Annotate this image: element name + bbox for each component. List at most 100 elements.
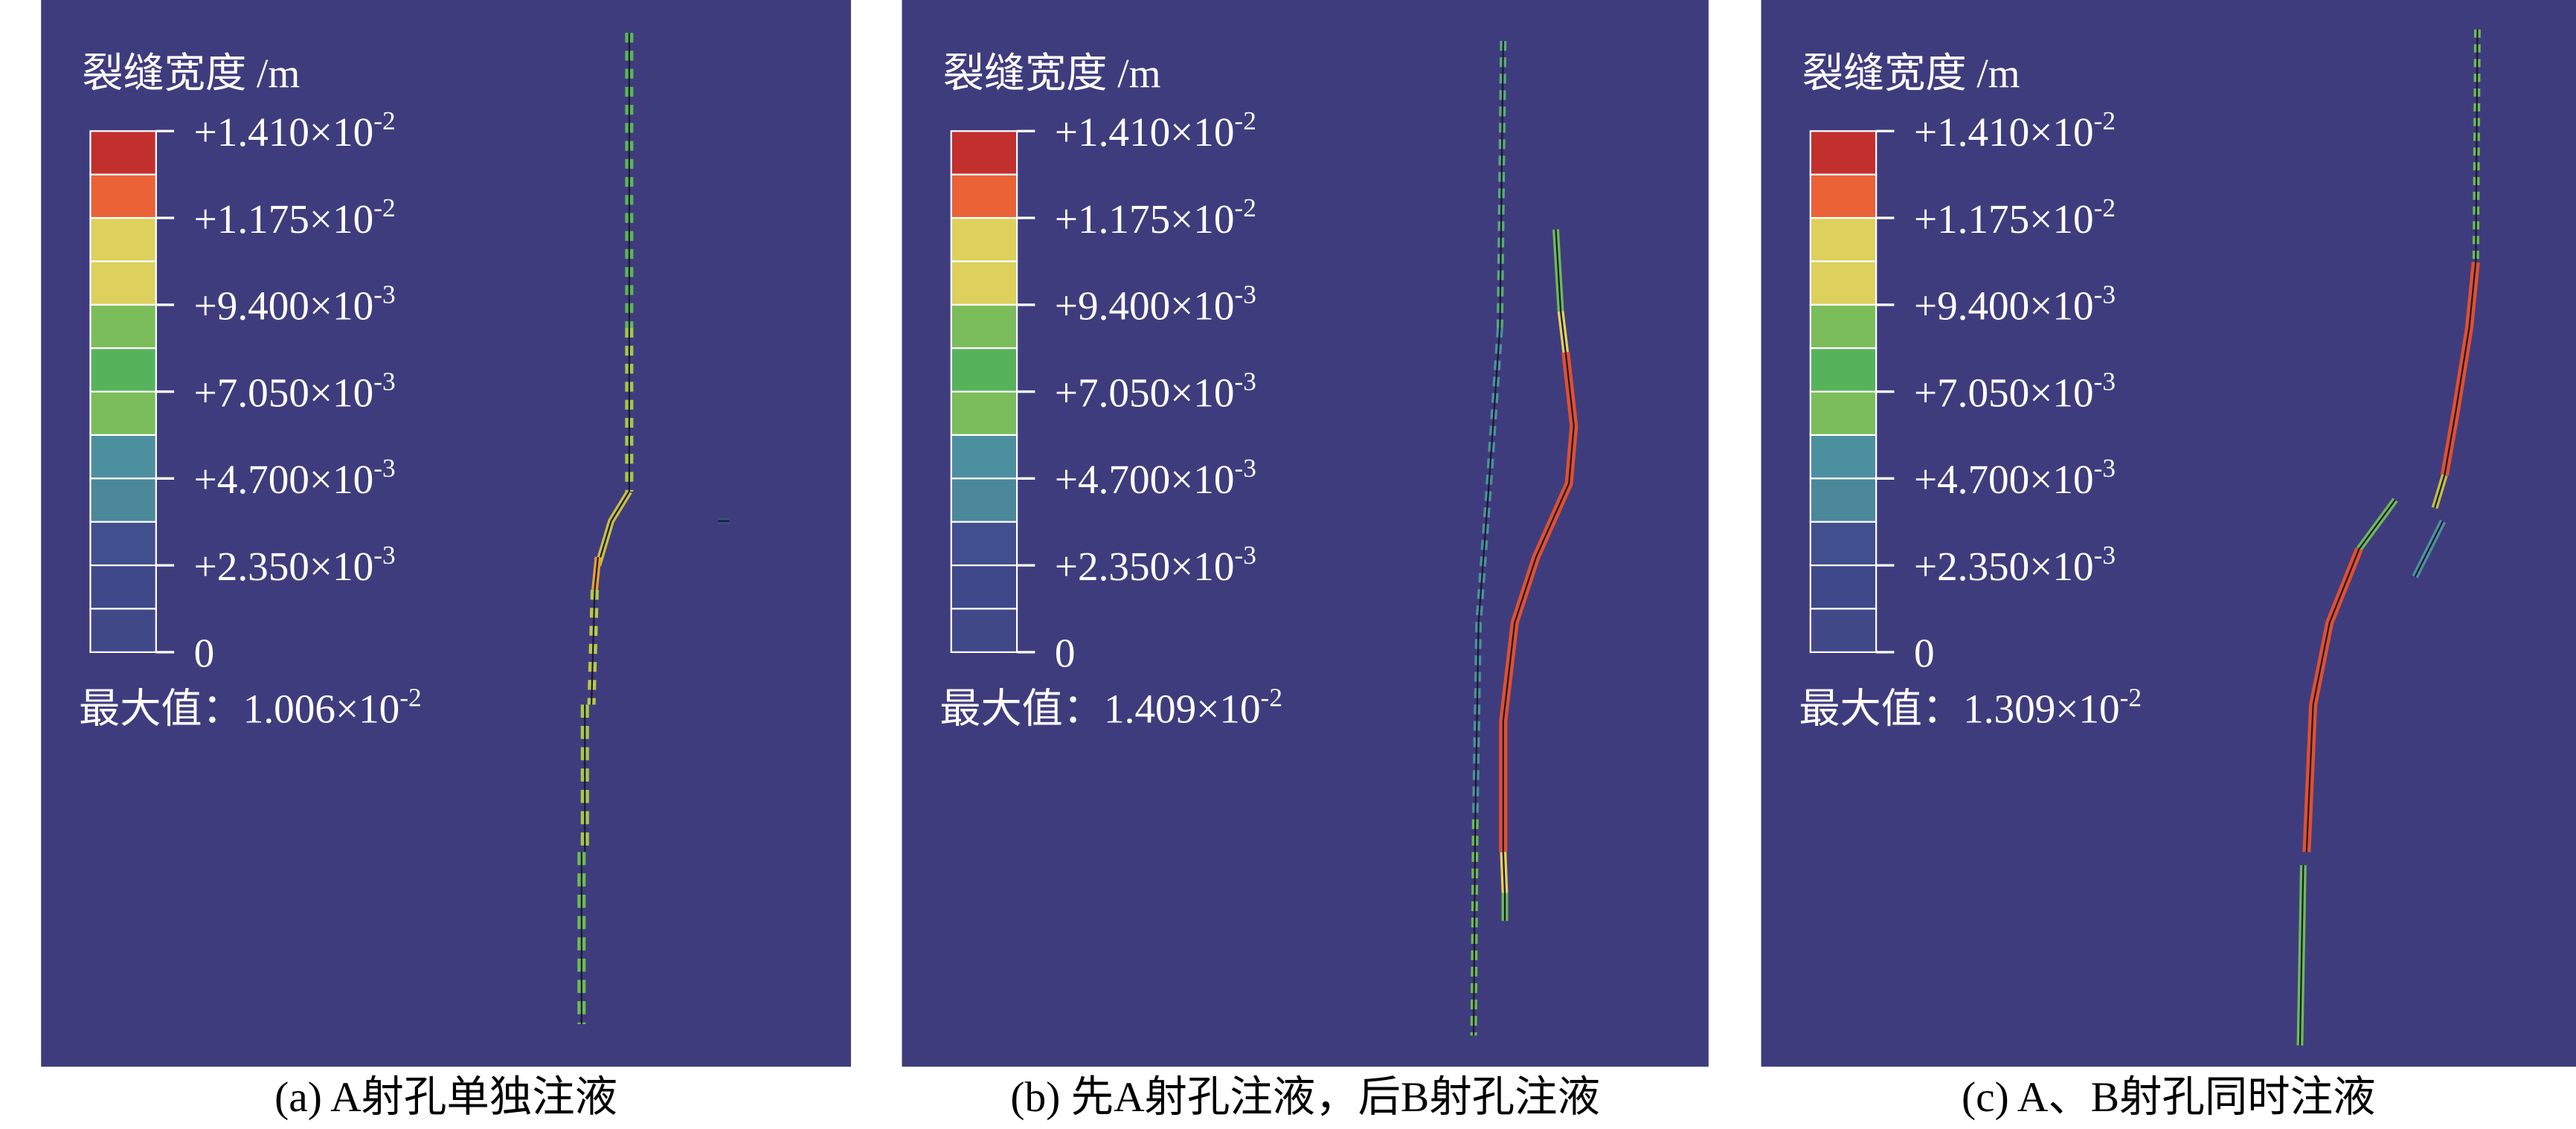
legend-tick-label: +4.700×10-3 bbox=[1914, 454, 2116, 502]
legend-band bbox=[89, 390, 157, 437]
crack-centerline bbox=[594, 556, 600, 591]
legend-tick-exponent: -3 bbox=[373, 280, 395, 309]
legend-band bbox=[1809, 216, 1878, 263]
legend-tick-exponent: -3 bbox=[2094, 541, 2116, 570]
panel-background bbox=[902, 0, 1709, 1067]
legend-tick-mantissa: +4.700×10 bbox=[194, 457, 374, 502]
legend-band bbox=[1809, 477, 1878, 523]
legend-tick-mantissa: +4.700×10 bbox=[1055, 457, 1235, 502]
legend-tick-mantissa: +1.175×10 bbox=[194, 196, 374, 242]
legend-band bbox=[950, 564, 1018, 610]
max-mantissa: 1.309×10 bbox=[1963, 686, 2120, 732]
legend-tick-label: +2.350×10-3 bbox=[1914, 541, 2116, 589]
max-value: 最大值：1.006×10-2 bbox=[79, 683, 422, 732]
legend-tick-label: 0 bbox=[194, 631, 215, 676]
max-exponent: -2 bbox=[2120, 683, 2142, 713]
legend-tick-exponent: -3 bbox=[2094, 280, 2116, 309]
legend-band bbox=[89, 173, 157, 219]
legend-band bbox=[89, 521, 157, 567]
max-mantissa: 1.409×10 bbox=[1104, 686, 1261, 732]
legend-band bbox=[1809, 521, 1878, 567]
legend-tick-label: +1.175×10-2 bbox=[1055, 193, 1256, 242]
legend-band bbox=[1809, 173, 1878, 219]
legend-band bbox=[1809, 434, 1878, 480]
legend-tick-exponent: -2 bbox=[2094, 106, 2116, 135]
legend-band bbox=[950, 130, 1018, 176]
legend-band bbox=[1809, 347, 1878, 393]
legend-tick-mantissa: 0 bbox=[1055, 631, 1076, 676]
legend-band bbox=[950, 303, 1018, 350]
legend-band bbox=[1809, 608, 1878, 653]
legend-tick-label: +2.350×10-3 bbox=[1055, 541, 1256, 589]
legend-tick-exponent: -3 bbox=[373, 367, 395, 396]
legend-band bbox=[89, 608, 157, 653]
legend-tick-exponent: -3 bbox=[1235, 541, 1256, 570]
caption: (b) 先A射孔注液，后B射孔注液 bbox=[1010, 1074, 1600, 1121]
legend-tick-label: +1.410×10-2 bbox=[194, 106, 396, 155]
legend-band bbox=[950, 216, 1018, 263]
legend-band bbox=[950, 521, 1018, 567]
legend-tick-label: +7.050×10-3 bbox=[194, 367, 396, 415]
legend-band bbox=[1809, 260, 1878, 306]
crack-centerline bbox=[2475, 29, 2479, 263]
crack-centerline bbox=[2414, 521, 2444, 578]
legend-tick-label: +9.400×10-3 bbox=[194, 280, 396, 329]
legend-tick-exponent: -3 bbox=[1235, 280, 1256, 309]
legend-tick-label: 0 bbox=[1914, 631, 1935, 676]
crack-centerline bbox=[2299, 865, 2304, 1046]
legend-band bbox=[89, 130, 157, 176]
legend-tick-mantissa: +4.700×10 bbox=[1914, 457, 2094, 502]
legend-tick-label: +2.350×10-3 bbox=[194, 541, 396, 589]
legend-tick-mantissa: +7.050×10 bbox=[1055, 370, 1235, 415]
panel: 裂缝宽度 /m+1.410×10-2+1.175×10-2+9.400×10-3… bbox=[1761, 0, 2576, 1121]
legend-tick-label: +9.400×10-3 bbox=[1055, 280, 1256, 329]
max-value: 最大值：1.309×10-2 bbox=[1799, 683, 2142, 732]
legend-band bbox=[950, 434, 1018, 480]
legend-tick-exponent: -3 bbox=[373, 541, 395, 570]
max-label: 最大值： bbox=[939, 686, 1104, 732]
legend-tick-exponent: -3 bbox=[373, 454, 395, 483]
max-exponent: -2 bbox=[399, 683, 421, 713]
legend-tick-mantissa: +1.175×10 bbox=[1055, 196, 1235, 242]
legend-tick-label: 0 bbox=[1055, 631, 1076, 676]
legend-tick-mantissa: 0 bbox=[194, 631, 215, 676]
max-value: 最大值：1.409×10-2 bbox=[939, 683, 1282, 732]
legend-band bbox=[950, 173, 1018, 219]
legend-band bbox=[89, 477, 157, 523]
legend-band bbox=[1809, 564, 1878, 610]
legend-tick-mantissa: +2.350×10 bbox=[1914, 544, 2094, 589]
legend-band bbox=[89, 303, 157, 350]
legend-tick-label: +1.410×10-2 bbox=[1055, 106, 1256, 155]
crack-centerline bbox=[1472, 819, 1477, 1036]
legend-tick-mantissa: +1.410×10 bbox=[1914, 109, 2094, 155]
max-mantissa: 1.006×10 bbox=[243, 686, 400, 732]
max-exponent: -2 bbox=[1261, 683, 1282, 713]
legend-band bbox=[89, 434, 157, 480]
crack-centerline bbox=[1502, 352, 1575, 852]
legend-tick-label: +4.700×10-3 bbox=[194, 454, 396, 502]
panel: 裂缝宽度 /m+1.410×10-2+1.175×10-2+9.400×10-3… bbox=[41, 0, 852, 1121]
crack-centerline bbox=[1502, 852, 1506, 893]
legend-band bbox=[950, 390, 1018, 437]
crack-centerline bbox=[2305, 548, 2360, 852]
max-label: 最大值： bbox=[1799, 686, 1963, 732]
legend-band bbox=[89, 347, 157, 393]
legend-tick-exponent: -3 bbox=[1235, 367, 1256, 396]
legend-tick-exponent: -2 bbox=[373, 106, 395, 135]
legend-tick-mantissa: +7.050×10 bbox=[1914, 370, 2094, 415]
legend-tick-mantissa: 0 bbox=[1914, 631, 1935, 676]
crack-centerline bbox=[1477, 327, 1501, 623]
legend-tick-mantissa: +2.350×10 bbox=[1055, 544, 1235, 589]
legend-band bbox=[1809, 390, 1878, 437]
legend-tick-label: +1.410×10-2 bbox=[1914, 106, 2116, 155]
crack-centerline bbox=[590, 590, 596, 705]
legend-title: 裂缝宽度 /m bbox=[1802, 51, 2020, 96]
legend-tick-mantissa: +7.050×10 bbox=[194, 370, 374, 415]
legend-band bbox=[1809, 130, 1878, 176]
legend-band bbox=[950, 347, 1018, 393]
legend-tick-label: +9.400×10-3 bbox=[1914, 280, 2116, 329]
legend-tick-mantissa: +1.175×10 bbox=[1914, 196, 2094, 242]
legend-band bbox=[89, 564, 157, 610]
panel: 裂缝宽度 /m+1.410×10-2+1.175×10-2+9.400×10-3… bbox=[902, 0, 1709, 1121]
